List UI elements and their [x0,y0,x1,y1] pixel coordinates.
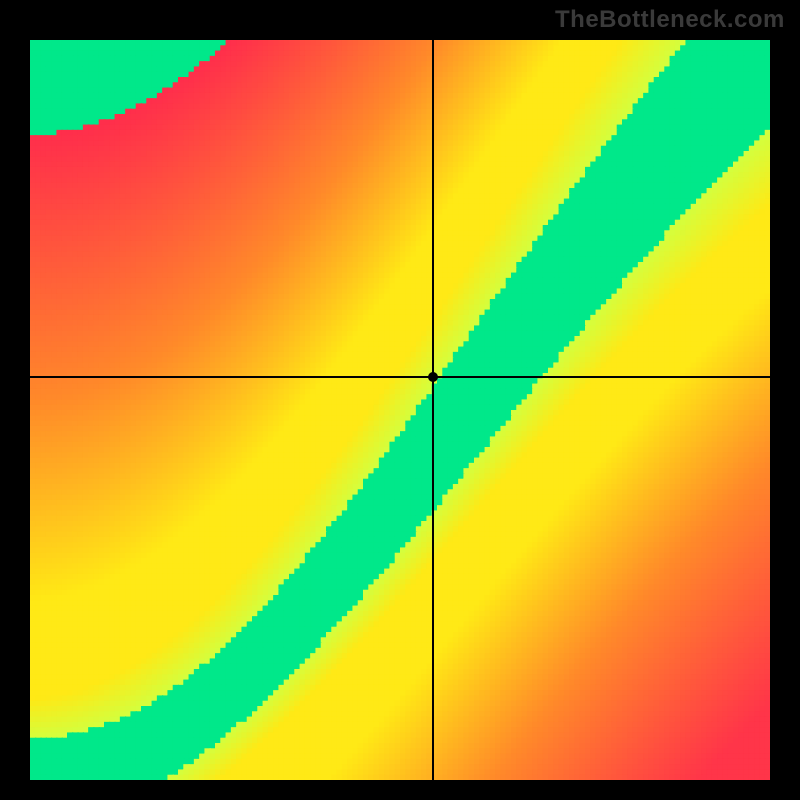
crosshair-horizontal [30,376,770,378]
bottleneck-heatmap [30,40,770,780]
crosshair-vertical [432,40,434,780]
crosshair-dot [428,372,438,382]
watermark-text: TheBottleneck.com [555,6,785,34]
